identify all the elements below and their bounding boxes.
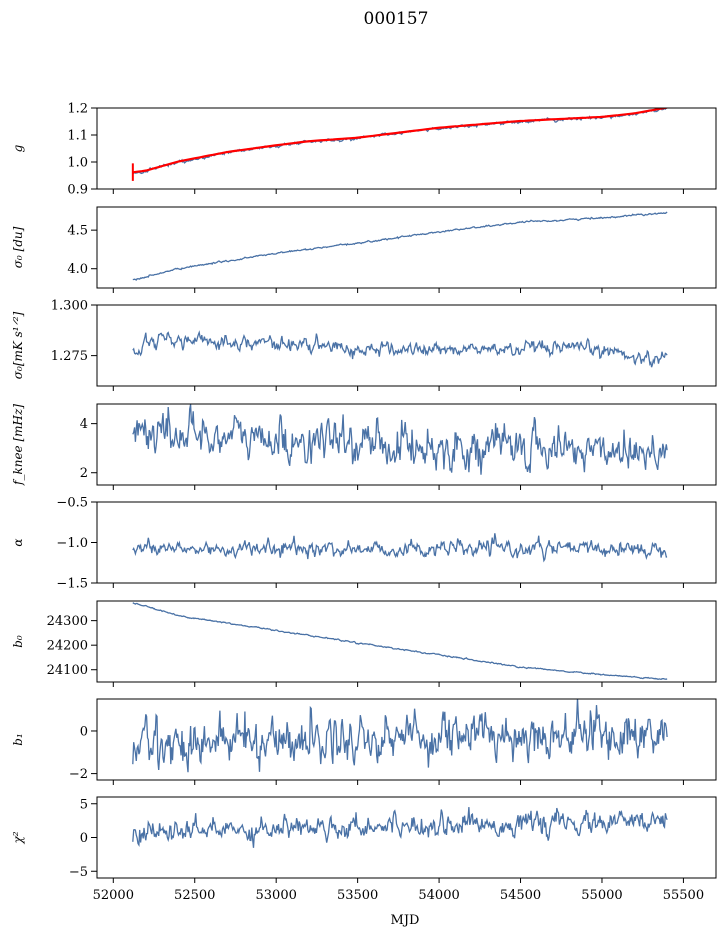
y-tick-label-alpha: −0.5 (56, 496, 88, 511)
y-tick-label-b0: 24200 (47, 639, 88, 654)
series-line-b0 (132, 602, 668, 681)
x-tick-label: 53500 (337, 888, 378, 903)
y-axis-label-b1: b₁ (11, 733, 25, 746)
panel-b1: −2 0 b₁ (11, 698, 717, 785)
series-line-sigma0 (132, 211, 668, 281)
y-tick-label-b0: 24100 (47, 663, 88, 678)
y-tick-label-sigma0_mks: 1.275 (51, 349, 88, 364)
fit-line-g (132, 108, 668, 174)
axes-frame-b1 (96, 698, 717, 781)
y-tick-label-sigma0: 4.5 (67, 224, 88, 239)
axes-frame-chi2 (96, 796, 717, 879)
series-line-fknee (132, 404, 668, 475)
x-tick-label: 54500 (500, 888, 541, 903)
axes-frame-fknee (96, 403, 717, 486)
y-tick-label-sigma0: 4.0 (67, 262, 88, 277)
axes-frame-alpha (96, 501, 717, 584)
y-tick-label-chi2: −5 (69, 865, 88, 880)
y-tick-label-alpha: −1.0 (56, 536, 88, 551)
y-tick-label-alpha: −1.5 (56, 577, 88, 592)
x-tick-label: 53000 (256, 888, 297, 903)
y-axis-label-alpha: α (11, 538, 25, 546)
axes-frame-sigma0 (96, 206, 717, 289)
y-tick-label-b0: 24300 (47, 614, 88, 629)
y-tick-label-b1: −2 (69, 767, 88, 782)
panel-sigma0_mks: 1.275 1.300 σ₀[mK s¹ᐟ²] (11, 299, 717, 391)
x-tick-label: 54000 (418, 888, 459, 903)
y-tick-label-chi2: 0 (80, 831, 88, 846)
figure-title: 000157 (364, 9, 429, 29)
x-tick-label: 55500 (663, 888, 704, 903)
y-tick-label-sigma0_mks: 1.300 (51, 299, 88, 314)
y-axis-label-g: g (11, 144, 25, 152)
series-line-chi2 (132, 807, 668, 848)
y-tick-label-fknee: 2 (80, 466, 88, 481)
y-tick-label-b1: 0 (80, 724, 88, 739)
y-tick-label-fknee: 4 (80, 417, 88, 432)
panel-fknee: 2 4 f_knee [mHz] (11, 403, 717, 490)
y-tick-label-chi2: 5 (80, 797, 88, 812)
y-axis-label-b0: b₀ (11, 635, 25, 648)
panel-sigma0: 4.0 4.5 σ₀ [du] (11, 206, 717, 293)
y-tick-label-g: 1.0 (67, 156, 88, 171)
panel-b0: 24100 24200 24300 b₀ (11, 600, 717, 687)
y-axis-label-fknee: f_knee [mHz] (11, 404, 25, 486)
series-line-b1 (132, 699, 668, 773)
y-axis-label-sigma0_mks: σ₀[mK s¹ᐟ²] (11, 311, 25, 379)
x-tick-label: 52000 (93, 888, 134, 903)
x-axis-label: MJD (391, 913, 420, 928)
panel-g: 0.9 1.0 1.1 1.2 g (11, 102, 717, 198)
x-tick-label: 52500 (174, 888, 215, 903)
panel-alpha: −1.5 −1.0 −0.5 α (11, 496, 717, 592)
axes-frame-b0 (96, 600, 717, 683)
panel-chi2: −5 0 5 χ² (11, 796, 717, 883)
axes-frame-g (96, 107, 717, 190)
x-tick-label: 55000 (581, 888, 622, 903)
series-line-alpha (132, 533, 668, 563)
y-tick-label-g: 1.2 (67, 102, 88, 117)
y-axis-label-chi2: χ² (11, 831, 25, 844)
panels: 0.9 1.0 1.1 1.2 g 4.0 4.5 σ₀ [du] 1.275 1.300 σ₀[m… (11, 102, 717, 903)
axes-frame-sigma0_mks (96, 304, 717, 387)
y-axis-label-sigma0: σ₀ [du] (11, 226, 25, 268)
y-tick-label-g: 1.1 (67, 129, 88, 144)
series-line-sigma0_mks (132, 330, 668, 368)
y-tick-label-g: 0.9 (67, 183, 88, 198)
